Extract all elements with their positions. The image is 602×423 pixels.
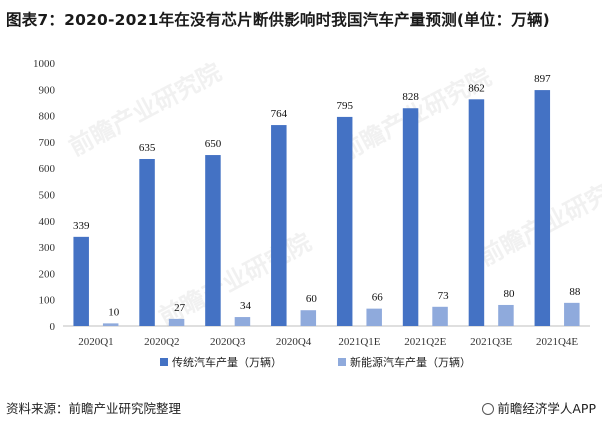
- bar-traditional: [73, 236, 89, 326]
- data-label: 795: [336, 100, 353, 112]
- data-label: 897: [534, 73, 551, 85]
- x-tick-label: 2020Q3: [210, 336, 246, 348]
- data-label: 73: [438, 290, 450, 302]
- brand-logo-icon: [482, 403, 495, 415]
- bar-traditional: [468, 99, 485, 326]
- source-note: 资料来源：前瞻产业研究院整理: [6, 401, 182, 416]
- data-label: 10: [108, 306, 120, 318]
- legend-swatch: [160, 358, 168, 366]
- data-label: 88: [569, 286, 581, 298]
- x-tick-label: 2021Q1E: [338, 336, 380, 348]
- bar-traditional: [271, 125, 287, 327]
- y-axis: 0 100 200 300 400 500 600 700 800 900 1000: [33, 58, 56, 333]
- bar-new-energy: [432, 306, 448, 326]
- data-label: 862: [468, 82, 485, 94]
- y-tick-label: 0: [50, 321, 56, 333]
- data-label: 635: [139, 142, 156, 154]
- x-tick-label: 2021Q3E: [470, 336, 512, 348]
- legend-label: 传统汽车产量（万辆）: [172, 355, 282, 369]
- data-label: 80: [503, 288, 515, 300]
- bar-new-energy: [498, 304, 514, 326]
- x-axis: 2020Q1 2020Q2 2020Q3 2020Q4 2021Q1E 2021Q2E 20…: [63, 325, 590, 348]
- y-tick-label: 800: [39, 111, 56, 123]
- bar-traditional: [205, 155, 221, 326]
- data-label: 34: [240, 300, 252, 312]
- bar-traditional: [534, 90, 551, 326]
- x-tick-label: 2020Q1: [78, 336, 113, 348]
- y-tick-label: 200: [39, 268, 56, 280]
- bar-new-energy: [234, 317, 251, 326]
- data-label: 650: [205, 138, 222, 150]
- brand-label: 前瞻经济学人APP: [497, 401, 596, 416]
- bars: [73, 90, 580, 327]
- y-tick-label: 1000: [33, 58, 56, 70]
- bar-new-energy: [102, 323, 119, 326]
- bar-traditional: [336, 116, 353, 326]
- x-tick-label: 2021Q2E: [404, 336, 446, 348]
- data-label: 764: [271, 108, 288, 120]
- data-labels: 339 10 635 27 650 34 764 60 795 66 828 73 862 80 897 88: [73, 73, 581, 318]
- data-label: 27: [174, 302, 186, 314]
- chart-title: 图表7：2020-2021年在没有芯片断供影响时我国汽车产量预测(单位：万辆): [6, 11, 550, 29]
- bar-new-energy: [564, 302, 580, 326]
- bar-traditional: [139, 158, 155, 326]
- x-tick-label: 2020Q2: [144, 336, 179, 348]
- y-tick-label: 100: [39, 295, 56, 307]
- legend: 传统汽车产量（万辆） 新能源汽车产量（万辆）: [160, 355, 471, 369]
- bar-new-energy: [366, 308, 382, 326]
- data-label: 60: [306, 293, 318, 305]
- y-tick-label: 500: [39, 190, 56, 202]
- y-tick-label: 700: [39, 137, 56, 149]
- y-tick-label: 400: [39, 216, 56, 228]
- legend-label: 新能源汽车产量（万辆）: [350, 355, 471, 369]
- x-tick-label: 2021Q4E: [536, 336, 578, 348]
- legend-swatch: [338, 358, 346, 366]
- x-tick-label: 2020Q4: [276, 336, 312, 348]
- y-tick-label: 600: [39, 163, 56, 175]
- brand-credit: 前瞻经济学人APP: [482, 398, 596, 417]
- y-tick-label: 900: [39, 84, 56, 96]
- data-label: 339: [73, 220, 90, 232]
- bar-new-energy: [168, 318, 185, 326]
- bar-traditional: [402, 108, 419, 327]
- bar-new-energy: [300, 310, 317, 326]
- y-tick-label: 300: [39, 242, 56, 254]
- data-label: 828: [402, 91, 419, 103]
- data-label: 66: [372, 292, 384, 304]
